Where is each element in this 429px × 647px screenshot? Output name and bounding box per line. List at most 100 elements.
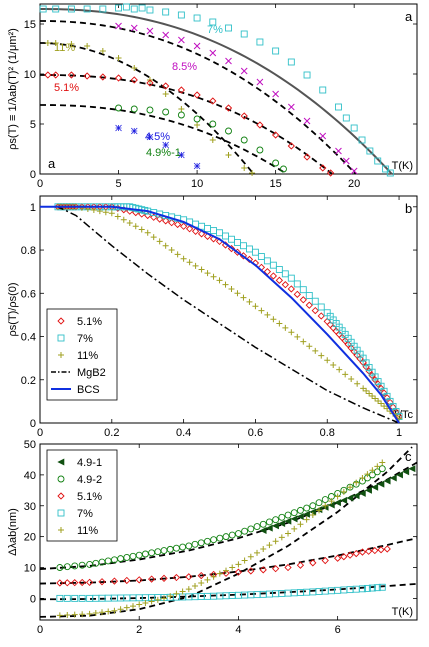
series-8.5%	[39, 20, 358, 175]
data-point	[309, 559, 317, 567]
data-point	[278, 534, 285, 541]
data-point	[178, 151, 185, 159]
data-point	[324, 357, 331, 364]
data-point	[381, 403, 388, 410]
data-point	[275, 276, 284, 284]
data-point	[162, 82, 170, 90]
fit-curve	[39, 104, 288, 175]
x-tick-label: 4	[235, 624, 241, 636]
data-point	[167, 593, 174, 600]
data-point	[193, 162, 201, 170]
x-tick-label: 20	[348, 178, 360, 190]
data-point	[210, 536, 218, 544]
data-point	[52, 40, 59, 46]
data-point	[229, 564, 236, 571]
data-point	[162, 242, 169, 249]
plot-frame	[39, 3, 418, 175]
data-point	[402, 468, 410, 476]
data-point	[179, 588, 186, 595]
data-point	[132, 223, 139, 230]
data-point	[333, 499, 341, 507]
legend-label: BCS	[77, 384, 100, 396]
x-axis-label: T(K)	[392, 160, 413, 172]
data-point	[216, 277, 223, 284]
data-point	[179, 543, 187, 551]
data-point	[142, 600, 149, 607]
data-point	[228, 285, 235, 292]
data-point	[309, 512, 316, 519]
data-point	[334, 493, 341, 500]
data-point	[222, 232, 229, 240]
data-point	[209, 18, 217, 26]
data-point	[99, 609, 106, 616]
data-point	[204, 224, 212, 232]
data-point	[154, 596, 161, 603]
data-point	[290, 509, 298, 517]
data-point	[249, 170, 256, 176]
data-point	[179, 222, 188, 230]
data-point	[378, 583, 386, 591]
data-point	[193, 115, 201, 123]
data-point	[117, 555, 125, 563]
data-point	[321, 496, 329, 504]
data-point	[375, 398, 382, 405]
data-point	[271, 565, 280, 573]
data-point	[346, 586, 354, 594]
fit-curve	[39, 446, 413, 618]
data-point	[123, 554, 131, 561]
data-point	[317, 303, 325, 311]
data-point	[263, 257, 271, 265]
data-point	[222, 569, 230, 577]
data-point	[56, 564, 64, 571]
data-point	[240, 112, 248, 120]
x-tick-label: 0.2	[104, 427, 119, 439]
data-point	[160, 574, 168, 582]
data-point	[247, 567, 255, 575]
data-point	[299, 296, 307, 304]
data-point	[162, 91, 169, 97]
data-point	[44, 71, 52, 79]
data-point	[44, 40, 51, 46]
data-point	[358, 548, 367, 556]
data-point	[191, 227, 200, 235]
data-point	[383, 477, 391, 485]
data-point	[296, 513, 304, 521]
data-point	[162, 141, 169, 149]
data-point	[330, 361, 337, 368]
data-point	[131, 65, 138, 71]
x-tick-label: 0	[37, 178, 43, 190]
data-point	[272, 538, 279, 545]
data-point	[130, 76, 138, 84]
data-point	[364, 471, 371, 478]
data-point	[228, 531, 236, 539]
x-tick-label: 2	[136, 624, 142, 636]
data-point	[186, 259, 193, 266]
series-label: 11%	[54, 42, 75, 54]
data-point	[372, 395, 379, 402]
data-point	[321, 556, 329, 565]
data-point	[84, 43, 91, 49]
data-point	[102, 209, 109, 216]
data-point	[96, 208, 103, 215]
data-point	[309, 502, 317, 510]
y-tick-label: 30	[24, 501, 36, 513]
data-point	[193, 14, 201, 22]
data-point	[71, 594, 79, 602]
data-point	[154, 548, 162, 556]
data-point	[346, 494, 354, 502]
data-point	[63, 594, 71, 602]
data-point	[225, 57, 232, 65]
series-4.9%-1	[39, 104, 288, 175]
data-point	[254, 549, 261, 556]
data-point	[197, 539, 205, 547]
data-point	[287, 58, 295, 66]
data-point	[265, 518, 273, 526]
series-label: 8.5%	[172, 61, 197, 73]
data-point	[192, 262, 199, 269]
data-point	[281, 270, 289, 278]
data-point	[317, 312, 325, 320]
data-point	[322, 502, 329, 509]
data-point	[234, 530, 242, 537]
data-point	[282, 324, 289, 331]
data-point	[241, 165, 248, 171]
